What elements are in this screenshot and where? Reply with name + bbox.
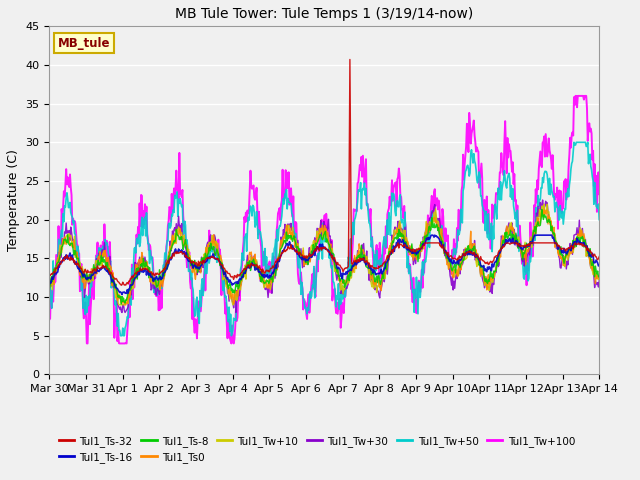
Y-axis label: Temperature (C): Temperature (C) [7,149,20,251]
Title: MB Tule Tower: Tule Temps 1 (3/19/14-now): MB Tule Tower: Tule Temps 1 (3/19/14-now… [175,7,474,21]
Legend: Tul1_Ts-32, Tul1_Ts-16, Tul1_Ts-8, Tul1_Ts0, Tul1_Tw+10, Tul1_Tw+30, Tul1_Tw+50,: Tul1_Ts-32, Tul1_Ts-16, Tul1_Ts-8, Tul1_… [54,432,579,467]
Text: MB_tule: MB_tule [58,37,110,50]
